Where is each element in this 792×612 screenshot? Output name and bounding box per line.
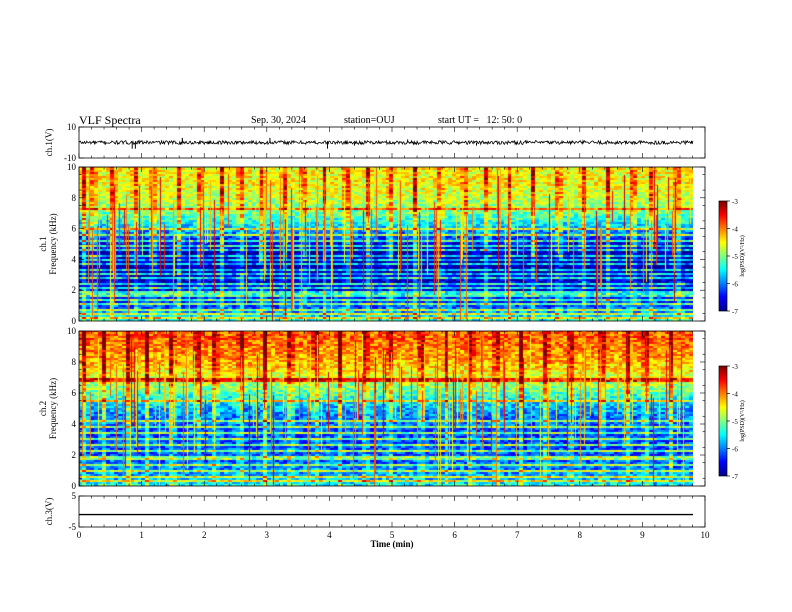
y-tick-label: 4	[72, 419, 77, 429]
y-tick-label: 2	[72, 450, 77, 460]
date-label: Sep. 30, 2024	[251, 115, 306, 126]
x-tick-label: 4	[327, 530, 332, 540]
y-axis-label: Frequency (kHz)	[48, 213, 58, 274]
panels-layer	[78, 137, 727, 516]
colorbar-tick-label: -7	[732, 308, 738, 316]
y-tick-label: 6	[72, 224, 77, 234]
y-tick-label: -10	[64, 153, 76, 163]
x-tick-label: 1	[139, 530, 144, 540]
x-tick-label: 6	[452, 530, 457, 540]
colorbar-tick-label: -3	[732, 198, 738, 206]
figure-title: VLF Spectra	[79, 113, 141, 127]
x-tick-label: 9	[640, 530, 645, 540]
x-axis-label: Time (min)	[370, 539, 413, 549]
y-tick-label: 0	[72, 316, 77, 326]
x-tick-label: 7	[515, 530, 520, 540]
y-axis-label: ch.1	[38, 236, 48, 251]
y-tick-label: 2	[72, 285, 77, 295]
x-tick-label: 2	[202, 530, 207, 540]
colorbar-tick-label: -6	[732, 446, 738, 454]
colorbar-gradient	[719, 366, 727, 476]
x-tick-label: 3	[265, 530, 270, 540]
y-tick-label: 4	[72, 254, 77, 264]
colorbar-tick-label: -5	[732, 418, 738, 426]
colorbar-tick-label: -3	[732, 363, 738, 371]
ch2-spectrogram-image	[79, 331, 693, 486]
y-tick-label: 0	[72, 481, 77, 491]
x-tick-label: 5	[390, 530, 395, 540]
colorbar-tick-label: -7	[732, 473, 738, 481]
y-tick-label: 10	[67, 162, 77, 172]
x-tick-label: 10	[701, 530, 711, 540]
colorbar-gradient	[719, 201, 727, 311]
ch1-waveform-trace	[78, 139, 694, 146]
y-tick-label: 5	[72, 491, 77, 501]
y-tick-label: 8	[72, 193, 77, 203]
colorbar-tick-label: -4	[732, 391, 738, 399]
y-axis-label: ch.3(V)	[44, 498, 54, 526]
colorbar-tick-label: -6	[732, 281, 738, 289]
y-tick-label: -5	[69, 522, 77, 532]
y-tick-label: 6	[72, 388, 77, 398]
x-tick-label: 0	[77, 530, 82, 540]
start-time-label: start UT = 12: 50: 0	[438, 115, 523, 126]
colorbar-label: log(PSD)(V²/Hz)	[739, 400, 746, 441]
colorbar-label: log(PSD)(V²/Hz)	[739, 235, 746, 276]
y-tick-label: 10	[67, 326, 77, 336]
y-axis-label: Frequency (kHz)	[48, 378, 58, 439]
y-tick-label: 8	[72, 357, 77, 367]
colorbar-tick-label: -5	[732, 253, 738, 261]
colorbar-tick-label: -4	[732, 226, 738, 234]
y-axis-label: ch.2	[38, 401, 48, 416]
x-tick-label: 8	[578, 530, 583, 540]
ch1-spectrogram-image	[79, 167, 693, 321]
y-tick-label: 10	[67, 122, 77, 132]
y-axis-label: ch.1(V)	[44, 129, 54, 157]
station-label: station=OUJ	[344, 115, 395, 126]
axes-layer: -3 -4 -5 -6 -7 log(PSD)(V²/Hz) -3 -4 -5 -6 -7 log(P…	[38, 122, 746, 549]
